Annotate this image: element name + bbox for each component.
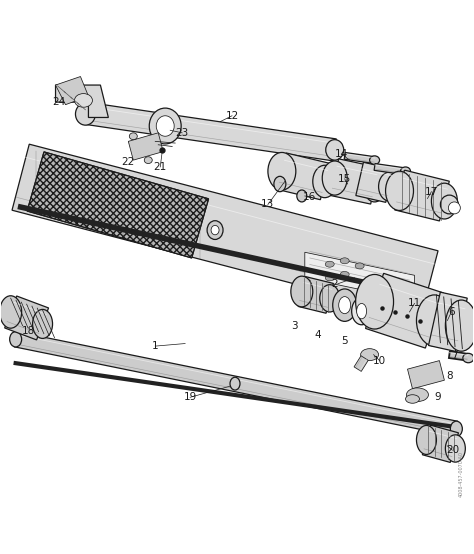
Ellipse shape [448,202,460,214]
Ellipse shape [446,435,465,462]
Ellipse shape [0,296,22,328]
Polygon shape [305,252,414,301]
Ellipse shape [320,285,340,312]
Text: 19: 19 [183,392,197,402]
Ellipse shape [313,165,337,198]
Ellipse shape [325,261,334,267]
Polygon shape [14,332,458,437]
Polygon shape [277,153,329,199]
Ellipse shape [333,289,356,321]
Ellipse shape [129,133,137,140]
Ellipse shape [356,304,366,319]
Ellipse shape [370,156,380,165]
Ellipse shape [75,103,95,125]
Text: 7: 7 [451,351,458,361]
Ellipse shape [379,172,401,201]
Ellipse shape [450,421,462,437]
Ellipse shape [385,171,413,211]
Ellipse shape [156,116,174,136]
Polygon shape [55,76,89,105]
Ellipse shape [339,296,351,314]
Ellipse shape [340,271,349,278]
Ellipse shape [431,183,457,219]
Text: 20: 20 [446,445,459,455]
Ellipse shape [230,377,240,390]
Ellipse shape [211,225,219,235]
Text: 13: 13 [261,199,274,209]
Ellipse shape [207,220,223,239]
Polygon shape [408,361,445,389]
Text: 17: 17 [425,187,438,197]
Polygon shape [449,351,468,361]
Polygon shape [428,292,467,351]
Ellipse shape [268,152,296,190]
Ellipse shape [446,300,474,351]
Ellipse shape [340,258,349,264]
Text: 10: 10 [373,356,386,366]
Ellipse shape [463,353,474,363]
Ellipse shape [274,176,286,192]
Polygon shape [356,162,393,202]
Text: 9: 9 [434,392,441,402]
Ellipse shape [440,195,458,214]
Polygon shape [344,152,375,163]
Polygon shape [365,273,444,348]
Text: 6: 6 [448,307,455,317]
Text: 15: 15 [338,174,351,184]
Ellipse shape [144,157,152,163]
Text: 16: 16 [303,192,317,202]
Ellipse shape [417,295,452,346]
Text: 14: 14 [335,149,348,159]
Ellipse shape [401,167,410,176]
Text: 1: 1 [152,341,158,351]
Polygon shape [27,152,209,258]
Polygon shape [395,170,449,221]
Text: 8: 8 [446,371,453,381]
Ellipse shape [149,108,181,144]
Ellipse shape [33,310,53,338]
Ellipse shape [407,388,428,402]
Polygon shape [5,296,48,340]
Text: 5: 5 [341,336,348,346]
Polygon shape [27,152,209,258]
Ellipse shape [361,348,379,361]
Ellipse shape [326,140,344,160]
Polygon shape [354,356,368,371]
Text: 3: 3 [292,321,298,331]
Ellipse shape [74,94,92,107]
Polygon shape [331,159,379,204]
Text: 4: 4 [314,330,321,340]
Text: 23: 23 [175,128,189,138]
Text: 11: 11 [408,299,421,309]
Polygon shape [128,133,163,160]
Text: 21: 21 [154,162,167,172]
Text: 4008-457-0070-A0: 4008-457-0070-A0 [459,451,464,497]
Polygon shape [422,425,458,463]
Text: 12: 12 [226,111,238,121]
Polygon shape [55,85,109,117]
Polygon shape [374,163,405,175]
Polygon shape [84,102,337,161]
Text: 18: 18 [22,326,35,336]
Ellipse shape [322,161,347,195]
Text: 24: 24 [52,97,65,107]
Ellipse shape [364,171,385,202]
Ellipse shape [417,425,437,454]
Ellipse shape [9,332,22,347]
Text: 22: 22 [122,157,135,167]
Ellipse shape [325,275,334,281]
Polygon shape [298,276,333,313]
Ellipse shape [291,276,313,307]
Ellipse shape [297,190,307,202]
Ellipse shape [352,297,372,325]
Ellipse shape [356,274,393,329]
Ellipse shape [355,263,364,269]
Text: 2: 2 [331,279,338,289]
Ellipse shape [405,395,419,403]
Polygon shape [12,144,438,317]
